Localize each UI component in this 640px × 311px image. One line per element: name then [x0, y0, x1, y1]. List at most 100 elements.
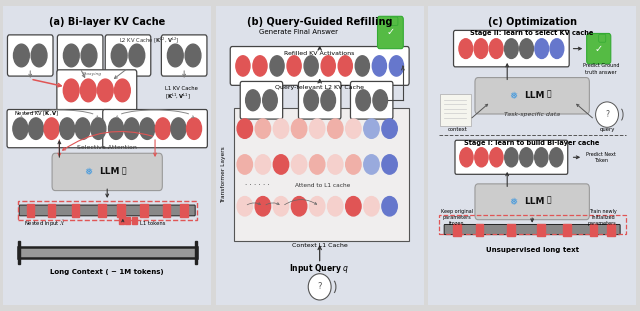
Ellipse shape — [287, 56, 301, 76]
Ellipse shape — [237, 155, 253, 174]
FancyBboxPatch shape — [298, 81, 341, 119]
Text: Predict Ground
truth answer: Predict Ground truth answer — [582, 63, 619, 75]
FancyBboxPatch shape — [390, 17, 398, 26]
Text: Stage I: learn to build Bi-layer cache: Stage I: learn to build Bi-layer cache — [465, 140, 600, 146]
Ellipse shape — [372, 56, 387, 76]
Ellipse shape — [237, 197, 253, 216]
FancyBboxPatch shape — [378, 16, 403, 49]
FancyBboxPatch shape — [57, 70, 137, 111]
Text: Selective Attention: Selective Attention — [77, 145, 137, 150]
FancyBboxPatch shape — [454, 30, 569, 67]
Text: LLM: LLM — [524, 91, 545, 100]
Ellipse shape — [346, 155, 361, 174]
Bar — [27, 204, 34, 217]
Ellipse shape — [273, 197, 289, 216]
Ellipse shape — [356, 90, 371, 111]
Ellipse shape — [273, 155, 289, 174]
FancyBboxPatch shape — [444, 225, 620, 234]
Ellipse shape — [364, 155, 379, 174]
Ellipse shape — [246, 90, 260, 111]
Text: · · · · · ·: · · · · · · — [245, 182, 269, 188]
Ellipse shape — [237, 119, 253, 138]
Ellipse shape — [255, 197, 271, 216]
Ellipse shape — [596, 102, 618, 127]
Ellipse shape — [364, 119, 379, 138]
Ellipse shape — [304, 56, 318, 76]
Text: Nested KV $[\tilde{\mathbf{K}},\tilde{\mathbf{V}}]$: Nested KV $[\tilde{\mathbf{K}},\tilde{\m… — [13, 109, 59, 118]
FancyBboxPatch shape — [105, 35, 151, 76]
Bar — [476, 224, 483, 236]
Ellipse shape — [382, 197, 397, 216]
Ellipse shape — [273, 119, 289, 138]
Bar — [508, 224, 515, 236]
FancyBboxPatch shape — [587, 34, 611, 64]
FancyBboxPatch shape — [58, 35, 103, 76]
Ellipse shape — [321, 90, 335, 111]
Bar — [537, 224, 545, 236]
Ellipse shape — [520, 148, 533, 167]
Bar — [163, 204, 170, 217]
Text: LLM: LLM — [99, 167, 120, 176]
Text: Input Query $q$: Input Query $q$ — [289, 262, 350, 276]
Bar — [563, 224, 571, 236]
Ellipse shape — [109, 118, 124, 139]
Ellipse shape — [91, 118, 106, 139]
Text: 🔥: 🔥 — [122, 166, 126, 175]
Ellipse shape — [364, 197, 379, 216]
FancyBboxPatch shape — [214, 3, 426, 308]
Bar — [125, 217, 131, 224]
Ellipse shape — [310, 197, 325, 216]
Ellipse shape — [291, 197, 307, 216]
Ellipse shape — [81, 44, 97, 67]
Text: Task-specific data: Task-specific data — [504, 112, 560, 117]
Ellipse shape — [535, 39, 548, 58]
Ellipse shape — [304, 90, 319, 111]
Text: ?: ? — [317, 282, 322, 291]
Bar — [607, 224, 614, 236]
Bar — [195, 241, 197, 264]
FancyBboxPatch shape — [426, 3, 638, 308]
Bar — [140, 204, 148, 217]
Ellipse shape — [505, 148, 518, 167]
Text: Transformer Layers: Transformer Layers — [221, 146, 227, 203]
Text: (b) Query-Guided Refilling: (b) Query-Guided Refilling — [247, 17, 392, 27]
Ellipse shape — [291, 119, 307, 138]
Ellipse shape — [129, 44, 145, 67]
Ellipse shape — [389, 56, 403, 76]
Ellipse shape — [534, 148, 548, 167]
Ellipse shape — [63, 44, 79, 67]
Ellipse shape — [475, 148, 488, 167]
Ellipse shape — [255, 119, 271, 138]
FancyBboxPatch shape — [440, 94, 471, 126]
Bar — [98, 204, 106, 217]
Text: Context L1 Cache: Context L1 Cache — [292, 244, 348, 248]
Ellipse shape — [156, 118, 170, 139]
Ellipse shape — [115, 79, 131, 102]
Ellipse shape — [328, 119, 343, 138]
Text: $[\mathbf{K}^{L1},\mathbf{V}^{L1}]$: $[\mathbf{K}^{L1},\mathbf{V}^{L1}]$ — [166, 91, 191, 101]
FancyBboxPatch shape — [52, 153, 163, 191]
Text: (a) Bi-layer KV Cache: (a) Bi-layer KV Cache — [49, 17, 165, 27]
FancyBboxPatch shape — [475, 77, 589, 114]
Bar — [180, 204, 188, 217]
Ellipse shape — [13, 118, 28, 139]
Text: Refilled KV Activations: Refilled KV Activations — [285, 52, 355, 57]
FancyBboxPatch shape — [234, 108, 409, 241]
Ellipse shape — [185, 44, 201, 67]
Text: ✓: ✓ — [595, 44, 603, 53]
FancyBboxPatch shape — [161, 35, 207, 76]
Ellipse shape — [382, 119, 397, 138]
Bar — [47, 204, 55, 217]
Text: Generate Final Answer: Generate Final Answer — [259, 29, 339, 35]
Text: Stage II: learn to select KV cache: Stage II: learn to select KV cache — [470, 30, 594, 36]
Ellipse shape — [459, 39, 473, 58]
FancyBboxPatch shape — [7, 109, 111, 148]
FancyBboxPatch shape — [475, 184, 589, 220]
Text: L1 KV Cache: L1 KV Cache — [166, 86, 198, 91]
Text: context: context — [447, 127, 467, 132]
Ellipse shape — [382, 155, 397, 174]
Ellipse shape — [44, 118, 59, 139]
FancyBboxPatch shape — [103, 109, 207, 148]
Ellipse shape — [355, 56, 369, 76]
Ellipse shape — [31, 44, 47, 67]
